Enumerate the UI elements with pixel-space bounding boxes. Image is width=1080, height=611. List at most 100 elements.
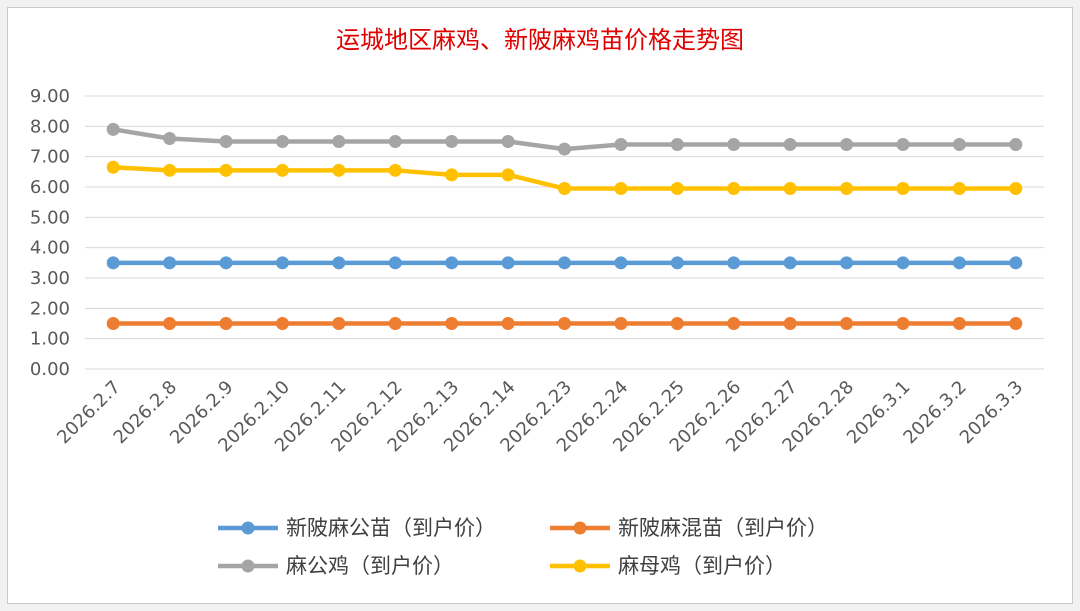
data-point [445,317,459,330]
data-point [332,163,346,177]
data-point [501,256,515,270]
data-point [219,256,233,270]
data-point [388,317,402,330]
y-tick-label: 7.00 [30,147,70,168]
y-tick-label: 1.00 [30,329,70,350]
y-tick-label: 8.00 [30,116,70,137]
data-point [219,135,233,148]
legend-item: 新陂麻公苗（到户价） [218,516,496,540]
data-point [558,182,571,196]
data-point [275,163,289,177]
data-point [163,317,177,330]
y-tick-label: 2.00 [30,298,70,319]
series-2 [106,317,1023,330]
y-tick-label: 6.00 [30,177,70,198]
data-point [106,160,120,174]
data-point [1009,138,1023,152]
data-point [275,135,289,148]
data-point [388,135,402,148]
data-point [106,122,120,136]
data-point [219,163,233,177]
data-point [558,142,571,156]
data-point [614,182,628,196]
y-axis-ticks: 0.00 1.00 2.00 3.00 4.00 5.00 6.00 7.00 8.00 9.00 [30,86,70,380]
data-point [501,317,515,330]
data-point [332,135,346,148]
data-point [727,182,741,196]
data-point [1009,182,1023,196]
series-group [106,122,1023,330]
y-tick-label: 3.00 [30,268,70,289]
legend-swatch-marker [241,521,255,535]
data-point [840,317,854,330]
data-point [952,138,966,152]
data-point [783,317,797,330]
data-point [670,256,684,270]
data-point [106,256,120,270]
legend-label: 麻公鸡（到户价） [286,554,454,578]
data-point [163,163,177,177]
series-3 [106,122,1023,156]
legend-item: 麻母鸡（到户价） [550,554,786,578]
data-point [614,317,628,330]
data-point [670,317,684,330]
data-point [727,256,741,270]
data-point [614,138,628,152]
legend-label: 新陂麻公苗（到户价） [286,516,496,540]
data-point [163,131,177,145]
data-point [783,138,797,152]
data-point [106,317,120,330]
data-point [558,317,571,330]
y-tick-label: 4.00 [30,238,70,259]
data-point [275,317,289,330]
data-point [670,182,684,196]
data-point [896,256,910,270]
legend: 新陂麻公苗（到户价） 新陂麻混苗（到户价） 麻公鸡（到户价） 麻母鸡（到户价） [218,516,828,578]
data-point [501,135,515,148]
chart-frame [7,7,1073,604]
y-tick-label: 5.00 [30,207,70,228]
data-point [952,256,966,270]
data-point [332,256,346,270]
data-point [445,256,459,270]
data-point [332,317,346,330]
data-point [1009,256,1023,270]
data-point [896,317,910,330]
y-tick-label: 9.00 [30,86,70,107]
data-point [558,256,571,270]
data-point [1009,317,1023,330]
legend-swatch-marker [241,559,255,573]
data-point [727,138,741,152]
data-point [896,138,910,152]
data-point [783,182,797,196]
data-point [163,256,177,270]
data-point [727,317,741,330]
legend-item: 新陂麻混苗（到户价） [550,516,828,540]
legend-swatch-marker [573,559,587,573]
data-point [445,168,459,182]
data-point [840,138,854,152]
data-point [614,256,628,270]
series-4 [106,160,1023,196]
data-point [388,163,402,177]
data-point [219,317,233,330]
y-tick-label: 0.00 [30,359,70,380]
data-point [388,256,402,270]
legend-swatch-marker [573,521,587,535]
legend-item: 麻公鸡（到户价） [218,554,454,578]
data-point [840,256,854,270]
data-point [445,135,459,148]
data-point [783,256,797,270]
series-1 [106,256,1023,270]
x-axis-ticks: 2026.2.72026.2.82026.2.92026.2.102026.2.… [53,377,1027,457]
legend-label: 新陂麻混苗（到户价） [618,516,828,540]
data-point [952,317,966,330]
data-point [896,182,910,196]
data-point [275,256,289,270]
data-point [840,182,854,196]
chart-title: 运城地区麻鸡、新陂麻鸡苗价格走势图 [336,26,744,54]
data-point [670,138,684,152]
legend-label: 麻母鸡（到户价） [618,554,786,578]
data-point [952,182,966,196]
